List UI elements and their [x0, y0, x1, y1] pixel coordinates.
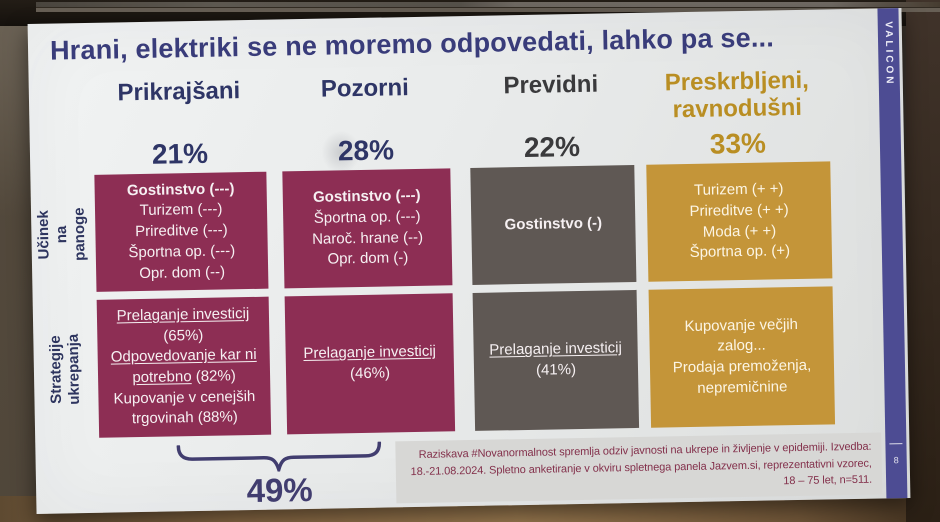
- page-number: 8: [893, 455, 899, 466]
- segment-header-preskrbljeni: Preskrbljeni, ravnodušni: [664, 66, 810, 124]
- industry-box-prikrajsani: Gostinstvo (---) Turizem (---) Prireditv…: [94, 171, 269, 292]
- page-number-rule: [889, 443, 903, 445]
- strategy-item: Prodaja premoženja, nepremičnine: [672, 356, 812, 397]
- projection-screen-frame: [36, 2, 940, 12]
- strategy-item: Prelaganje investicij (65%): [116, 304, 250, 345]
- segment-header-pozorni: Pozorni: [320, 74, 410, 103]
- strategy-item: Prelaganje investicij (41%): [489, 339, 623, 379]
- combined-share-value: 49%: [246, 470, 314, 510]
- segment-share-preskrbljeni: 33%: [709, 127, 767, 160]
- segment-header-previdni: Previdni: [503, 70, 599, 100]
- segment-header-prikrajsani: Prikrajšani: [117, 77, 241, 107]
- strategy-item: Odpovedovanje kar ni potrebno (82%): [110, 346, 257, 387]
- strategy-box-prikrajsani: Prelaganje investicij (65%) Odpovedovanj…: [96, 296, 272, 438]
- industry-box-pozorni: Gostinstvo (---) Športna op. (---) Naroč…: [282, 168, 453, 289]
- segment-share-previdni: 22%: [523, 130, 581, 163]
- presentation-slide: Hrani, elektriki se ne moremo odpovedati…: [27, 8, 911, 514]
- row-label-coping-strategies: Strategije ukrepanja: [46, 333, 83, 405]
- industry-box-preskrbljeni: Turizem (+ +) Prireditve (+ +) Moda (+ +…: [646, 161, 833, 282]
- row-label-industry-impact: Učinek na panoge: [34, 206, 89, 261]
- brand-logo-text: VALICON: [882, 21, 895, 87]
- strategy-box-pozorni: Prelaganje investicij (46%): [284, 293, 456, 435]
- slide-title: Hrani, elektriki se ne moremo odpovedati…: [49, 22, 775, 66]
- industry-box-previdni: Gostinstvo (-): [470, 164, 637, 285]
- segment-share-prikrajsani: 21%: [151, 137, 209, 170]
- strategy-item: Kupovanje večjih zalog...: [684, 315, 799, 355]
- strategy-box-preskrbljeni: Kupovanje večjih zalog... Prodaja premož…: [648, 286, 836, 428]
- source-note: Raziskava #Novanormalnost spremlja odziv…: [395, 432, 883, 503]
- bracket: [176, 441, 382, 474]
- page-number-block: 8: [885, 443, 906, 468]
- strategy-item: Kupovanje v cenejših trgovinah (88%): [113, 387, 256, 428]
- strategy-box-previdni: Prelaganje investicij (41%): [472, 289, 640, 431]
- segment-share-pozorni: 28%: [337, 134, 395, 167]
- photo-right-wall: [906, 0, 940, 522]
- strategy-item: Prelaganje investicij (46%): [303, 342, 437, 383]
- brand-strip: VALICON 8: [877, 8, 908, 499]
